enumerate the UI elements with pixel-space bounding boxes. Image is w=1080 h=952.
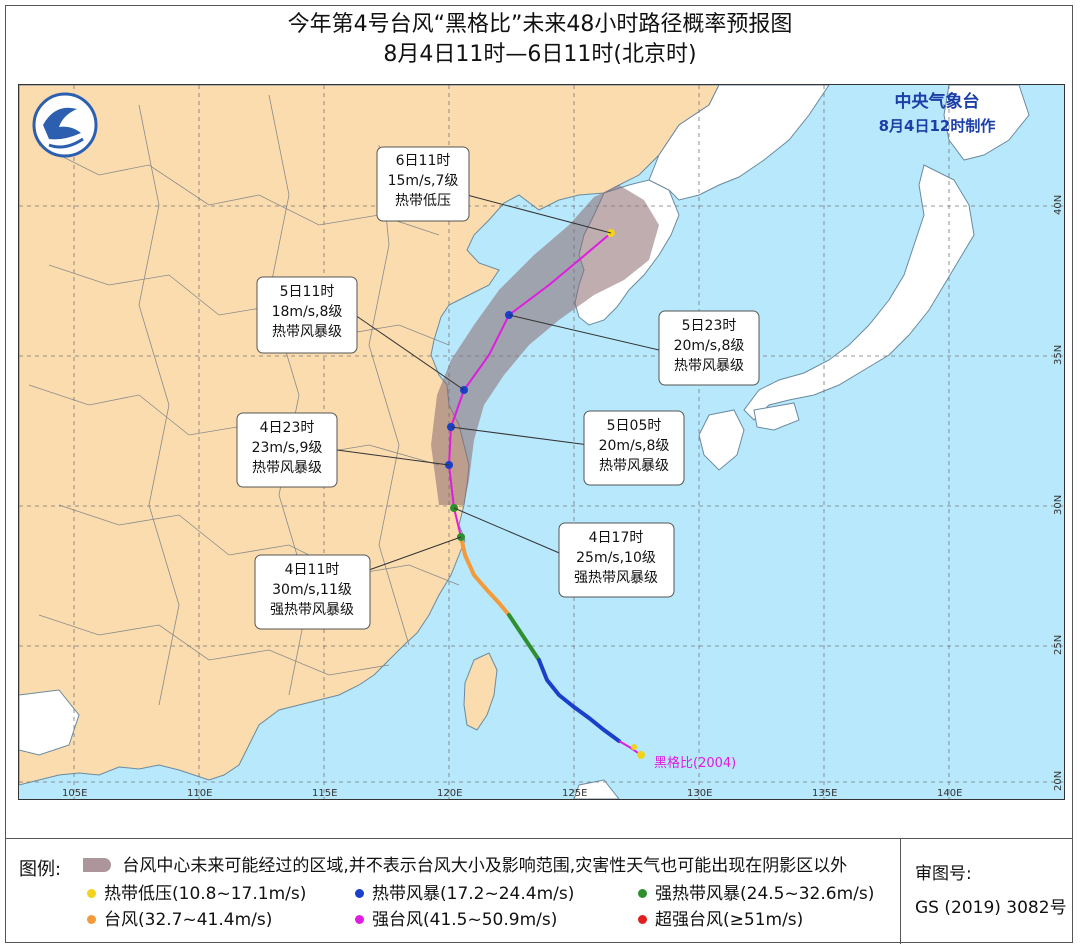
ts-dot-icon [355,889,364,898]
latitude-labels: 40N 35N 30N 25N 20N [1053,195,1064,791]
svg-text:热带风暴级: 热带风暴级 [599,458,669,474]
point-start [637,751,645,759]
figure-frame [5,5,1073,943]
forecast-map: 105E 110E 115E 120E 125E 130E 135E 140E … [18,84,1065,800]
lat-25n: 25N [1053,635,1064,655]
svg-text:5日11时: 5日11时 [280,284,335,300]
label-4d23h: 4日23时 23m/s,9级 热带风暴级 [236,412,338,488]
sty-dot-icon [355,915,364,924]
past-track-tropical-storm [537,658,621,743]
forecast-track-line [447,232,612,538]
past-track-strong-tropical-storm [507,613,541,662]
past-track-start [618,740,642,756]
map-title: 今年第4号台风“黑格比”未来48小时路径概率预报图 8月4日11时—6日11时(… [0,10,1080,70]
svg-text:热带风暴级: 热带风暴级 [674,358,744,374]
southwest-land [19,689,80,756]
japan-kyushu [698,409,745,471]
lon-140e: 140E [937,788,962,799]
svg-text:30m/s,11级: 30m/s,11级 [272,582,352,598]
lat-lon-grid [19,85,1064,799]
russia-coast [648,85,830,201]
legend-panel: 图例: 台风中心未来可能经过的区域,并不表示台风大小及影响范围,灾害性天气也可能… [5,838,1073,944]
svg-text:热带风暴级: 热带风暴级 [252,460,322,476]
agency-made-time: 8月4日12时制作 [879,117,996,135]
svg-text:5日23时: 5日23时 [682,318,737,334]
lon-130e: 130E [687,788,712,799]
lon-115e: 115E [312,788,337,799]
svg-text:热带低压: 热带低压 [395,193,451,209]
svg-text:强热带风暴级: 强热带风暴级 [270,602,354,618]
review-label: 审图号: [915,864,972,884]
lat-30n: 30N [1053,495,1064,515]
label-5d05h: 5日05时 20m/s,8级 热带风暴级 [583,410,685,486]
lat-35n: 35N [1053,345,1064,365]
title-line-2: 8月4日11时—6日11时(北京时) [383,42,697,67]
svg-text:6日11时: 6日11时 [396,153,451,169]
legend-cone-row: 台风中心未来可能经过的区域,并不表示台风大小及影响范围,灾害性天气也可能出现在阴… [83,851,847,876]
province-boundaries [28,94,460,706]
legend-item-ty: 台风(32.7~41.4m/s) [87,905,272,930]
legend-item-sts: 强热带风暴(24.5~32.6m/s) [638,879,874,904]
ty-dot-icon [87,915,96,924]
legend-item-superty: 超强台风(≥51m/s) [638,905,803,930]
longitude-labels: 105E 110E 115E 120E 125E 130E 135E 140E [62,788,962,799]
legend-item-ts: 热带风暴(17.2~24.4m/s) [355,879,574,904]
japan-hokkaido [943,85,1030,161]
svg-text:23m/s,9级: 23m/s,9级 [252,440,323,456]
svg-text:热带风暴级: 热带风暴级 [272,324,342,340]
svg-text:20m/s,8级: 20m/s,8级 [599,438,670,454]
td-dot-icon [87,889,96,898]
svg-text:20m/s,8级: 20m/s,8级 [674,338,745,354]
svg-text:25m/s,10级: 25m/s,10级 [576,550,656,566]
svg-text:4日17时: 4日17时 [589,530,644,546]
svg-text:18m/s,8级: 18m/s,8级 [272,304,343,320]
lon-135e: 135E [812,788,837,799]
svg-text:4日11时: 4日11时 [285,562,340,578]
superty-dot-icon [638,915,647,924]
storm-name-label: 黑格比(2004) [654,755,736,771]
lon-110e: 110E [187,788,212,799]
label-4d17h: 4日17时 25m/s,10级 强热带风暴级 [558,522,675,598]
svg-text:5日05时: 5日05时 [607,418,662,434]
cma-logo-icon [32,92,98,158]
review-number-box: 审图号: GS (2019) 3082号 [900,839,1074,944]
point-early [631,744,637,750]
japan-shikoku [753,402,800,431]
taiwan-island [463,652,498,731]
label-5d23h: 5日23时 20m/s,8级 热带风暴级 [658,310,760,386]
past-track-typhoon [459,535,511,617]
label-5d11h: 5日11时 18m/s,8级 热带风暴级 [256,276,358,354]
legend-cone-text: 台风中心未来可能经过的区域,并不表示台风大小及影响范围,灾害性天气也可能出现在阴… [122,856,848,876]
leader-lines [336,194,660,571]
svg-text:15m/s,7级: 15m/s,7级 [388,173,459,189]
legend-item-td: 热带低压(10.8~17.1m/s) [87,879,306,904]
sts-dot-icon [638,889,647,898]
svg-text:强热带风暴级: 强热带风暴级 [574,570,658,586]
svg-text:4日23时: 4日23时 [260,420,315,436]
legend-title: 图例: [19,859,62,880]
lon-105e: 105E [62,788,87,799]
lon-125e: 125E [562,788,587,799]
agency-name: 中央气象台 [895,91,980,112]
probability-cone [431,185,659,505]
title-line-1: 今年第4号台风“黑格比”未来48小时路径概率预报图 [287,12,793,37]
lat-20n: 20N [1053,771,1064,791]
cone-swatch-icon [83,858,111,872]
label-4d11h: 4日11时 30m/s,11级 强热带风暴级 [254,554,371,630]
lon-120e: 120E [437,788,462,799]
label-6d11h: 6日11时 15m/s,7级 热带低压 [376,146,470,222]
review-number: GS (2019) 3082号 [915,898,1067,918]
lat-40n: 40N [1053,195,1064,215]
legend-item-sty: 强台风(41.5~50.9m/s) [355,905,557,930]
